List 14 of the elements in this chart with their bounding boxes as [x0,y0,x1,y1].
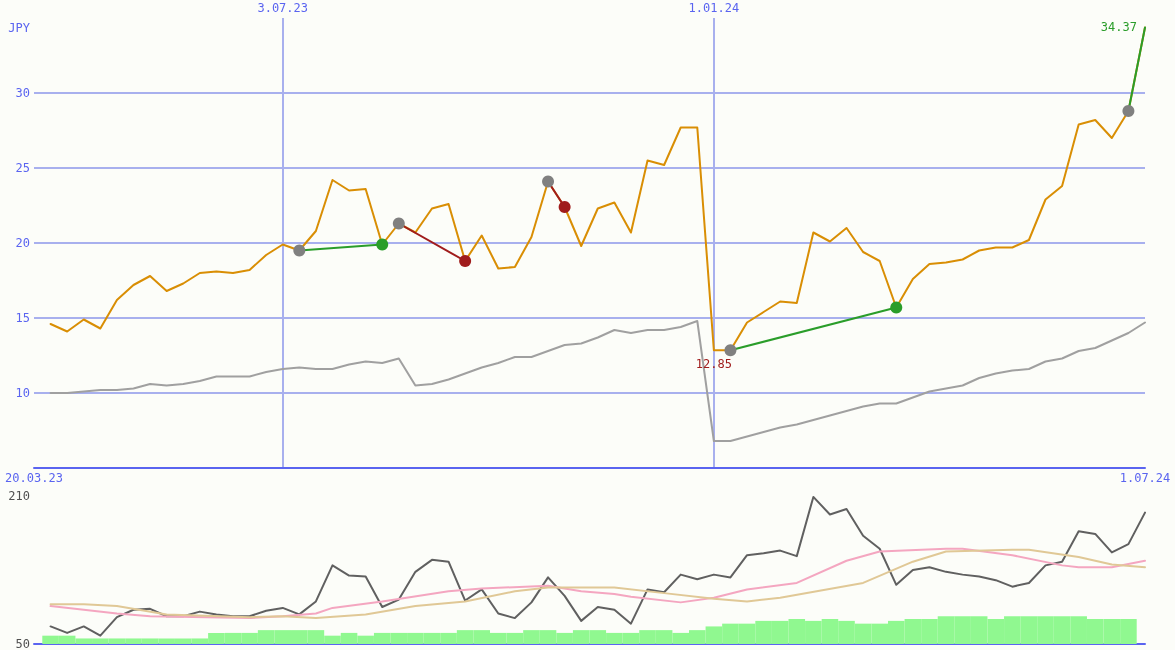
y-tick-label: 30 [15,86,30,100]
y-tick-label: 20 [15,236,30,250]
y-tick-label: 210 [8,489,30,503]
data-label: 34.37 [1100,20,1137,35]
y-axis-title: JPY [8,21,31,35]
x-tick-label: 20.03.23 [5,471,63,485]
x2-tick-label: 3.07.23 [257,1,309,15]
x2-tick-label: 1.01.24 [688,1,740,15]
y-tick-label: 15 [15,311,30,325]
y-tick-label: 25 [15,161,30,175]
x-tick-label: 1.07.24 [1119,471,1171,485]
y-tick-label: 50 [15,637,30,650]
y-tick-label: 10 [15,386,30,400]
data-label: 12.85 [695,357,732,372]
